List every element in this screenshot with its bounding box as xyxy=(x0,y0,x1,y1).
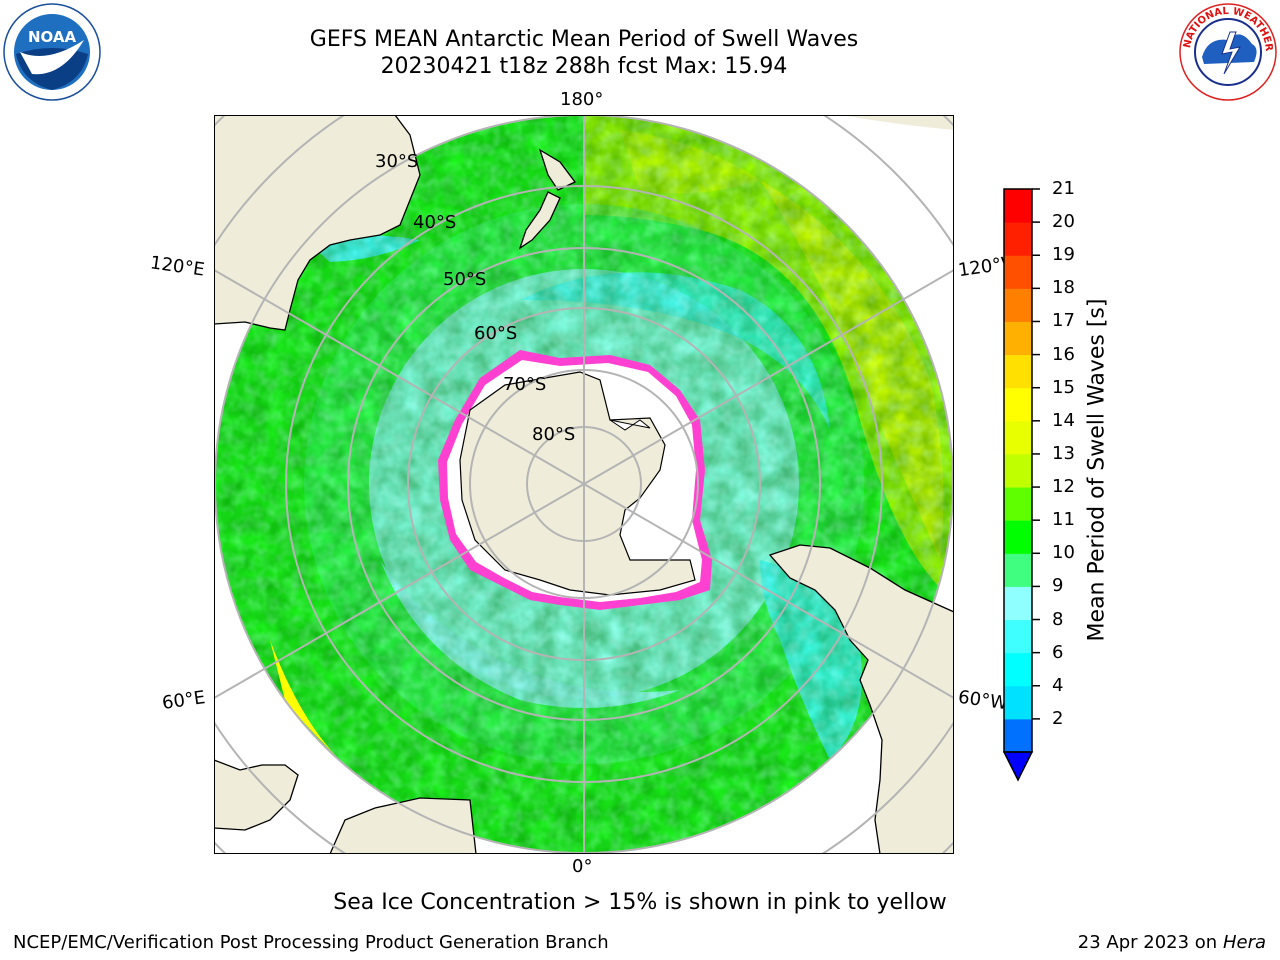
caption: Sea Ice Concentration > 15% is shown in … xyxy=(333,890,947,915)
colorbar-tick-label: 11 xyxy=(1052,509,1075,531)
lat-label-40s: 40°S xyxy=(413,212,457,233)
australia-land xyxy=(214,115,421,331)
colorbar-band xyxy=(1004,718,1032,753)
colorbar-band xyxy=(1004,487,1032,521)
colorbar-band xyxy=(1004,420,1032,455)
colorbar-label: Mean Period of Swell Waves [s] xyxy=(1084,298,1110,642)
footer-credit: NCEP/EMC/Verification Post Processing Pr… xyxy=(13,932,609,953)
noaa-logo: NOAA xyxy=(3,3,101,101)
colorbar-band xyxy=(1004,321,1032,356)
lat-label-60s: 60°S xyxy=(474,323,518,344)
colorbar-tick-label: 6 xyxy=(1052,641,1064,663)
colorbar-band xyxy=(1004,453,1032,488)
colorbar-tick-label: 18 xyxy=(1052,277,1075,299)
colorbar-tick-label: 15 xyxy=(1052,376,1075,398)
colorbar-band xyxy=(1004,553,1032,587)
lon-label-0: 0° xyxy=(572,856,593,877)
chart-subtitle: 20230421 t18z 288h fcst Max: 15.94 xyxy=(380,54,788,79)
lat-label-70s: 70°S xyxy=(503,374,547,395)
colorbar-tick-label: 12 xyxy=(1052,476,1075,498)
colorbar-band xyxy=(1004,354,1032,389)
colorbar-tick-label: 20 xyxy=(1052,211,1075,233)
colorbar-band xyxy=(1004,685,1032,720)
chart-title: GEFS MEAN Antarctic Mean Period of Swell… xyxy=(309,27,859,52)
colorbar-band xyxy=(1004,520,1032,554)
lat-label-80s: 80°S xyxy=(532,424,576,445)
nws-logo: NATIONAL WEATHER SERVICE xyxy=(1178,2,1277,101)
colorbar-tick-label: 9 xyxy=(1052,575,1064,597)
lat-label-30s: 30°S xyxy=(375,151,419,172)
colorbar-tick-label: 13 xyxy=(1052,442,1075,464)
colorbar-tick-label: 4 xyxy=(1052,674,1064,696)
colorbar-outline xyxy=(1003,188,1033,753)
colorbar-band xyxy=(1004,222,1032,256)
colorbar-tick-label: 16 xyxy=(1052,343,1075,365)
lon-label-60e: 60°E xyxy=(160,687,207,714)
colorbar-band xyxy=(1004,189,1032,223)
footer-date-text: 23 Apr 2023 on xyxy=(1077,932,1223,953)
colorbar xyxy=(1002,188,1040,782)
colorbar-band xyxy=(1004,255,1032,289)
antarctic-map xyxy=(214,115,954,854)
colorbar-tick-label: 21 xyxy=(1052,178,1075,199)
footer-date: 23 Apr 2023 on Hera xyxy=(1078,932,1266,953)
lat-label-50s: 50°S xyxy=(443,269,487,290)
colorbar-tick-label: 14 xyxy=(1052,409,1075,431)
colorbar-band xyxy=(1004,586,1032,621)
colorbar-tick-label: 17 xyxy=(1052,310,1075,332)
lon-label-120e: 120°E xyxy=(148,252,206,281)
colorbar-band xyxy=(1004,619,1032,654)
svg-text:NOAA: NOAA xyxy=(28,28,77,46)
antarctica xyxy=(438,350,712,610)
colorbar-band xyxy=(1004,652,1032,687)
footer-host: Hera xyxy=(1222,932,1266,953)
lon-label-180: 180° xyxy=(560,89,604,110)
colorbar-tick-label: 19 xyxy=(1052,244,1075,266)
colorbar-tick-label: 10 xyxy=(1052,542,1075,564)
colorbar-tick-label: 8 xyxy=(1052,608,1064,630)
colorbar-tick-label: 2 xyxy=(1052,707,1064,729)
colorbar-band xyxy=(1004,387,1032,422)
colorbar-band xyxy=(1004,288,1032,322)
colorbar-extend-triangle xyxy=(1002,751,1034,782)
